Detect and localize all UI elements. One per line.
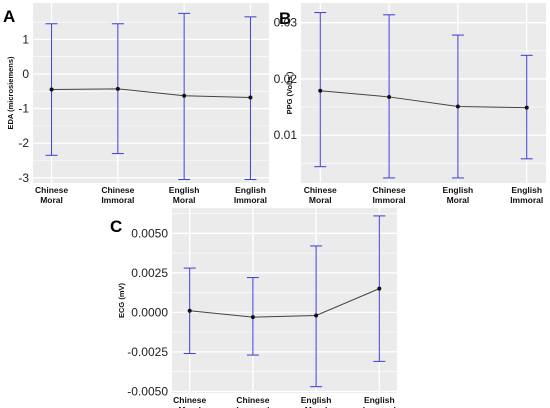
panel-c-letter: C — [110, 217, 122, 236]
panel-a-xtick-label: English — [169, 185, 200, 195]
panel-c-xtick-label: Immoral — [363, 405, 396, 408]
panel-c-xtick-label: English — [301, 395, 332, 405]
panel-c-xtick-label: Chinese — [173, 395, 206, 405]
panel-a-xtick-label: English — [235, 185, 266, 195]
panel-b-ytick-label: 0.02 — [274, 72, 298, 86]
panel-a-data-point — [182, 93, 187, 98]
panel-c-ytick-label: -0.0025 — [127, 345, 168, 359]
panel-a-mean-line — [51, 88, 251, 98]
panel-a-xtick-label: Immoral — [234, 195, 267, 205]
panel-b-letter: B — [279, 9, 291, 28]
panel-a-xtick-label: Moral — [40, 195, 63, 205]
panel-b-ytick-label: 0.03 — [274, 16, 298, 30]
panel-c-plot-area — [172, 208, 397, 393]
panel-a-ytick-label: -1 — [18, 102, 29, 116]
panel-b-xtick-label: Chinese — [304, 185, 337, 195]
panel-c-data-point — [377, 286, 382, 291]
panel-b-xtick-label: English — [443, 185, 474, 195]
panel-a-ytick-label: 1 — [22, 32, 29, 46]
panel-b-ylabel: PPG (Volts ) — [285, 71, 294, 114]
panel-b-xtick-label: Moral — [447, 195, 470, 205]
panel-a-plot-area — [33, 3, 269, 183]
panel-a-xtick-label: Immoral — [101, 195, 134, 205]
panel-c-ytick-label: 0.0050 — [131, 226, 168, 240]
panel-c: C -0.0050 -0.0025 0.0000 0.0025 0.0050 ECG (m… — [110, 208, 397, 408]
panel-c-ytick-label: 0.0000 — [131, 305, 168, 319]
panel-a-ytick-label: 0 — [22, 67, 29, 81]
panel-c-mean-line — [189, 288, 380, 318]
panel-b-xtick-label: Immoral — [510, 195, 543, 205]
panel-b-xtick-label: English — [511, 185, 542, 195]
panel-c-data-point — [250, 315, 255, 320]
panel-a-ytick-label: -2 — [18, 136, 29, 150]
panel-b-data-point — [455, 104, 460, 109]
panel-a-data-point — [115, 86, 120, 91]
panel-a-ytick-label: -3 — [18, 171, 29, 185]
panel-a-xtick-label: Chinese — [35, 185, 68, 195]
panel-b-xtick-label: Chinese — [373, 185, 406, 195]
panel-b-xtick-label: Immoral — [373, 195, 406, 205]
panel-c-ylabel: ECG (mV) — [117, 283, 126, 319]
panel-c-xtick-label: Immoral — [236, 405, 269, 408]
panel-b-plot-area — [301, 3, 546, 183]
panel-c-ytick-label: 0.0025 — [131, 266, 168, 280]
panel-c-xtick-label: Chinese — [236, 395, 269, 405]
panel-c-xtick-label: Moral — [178, 405, 201, 408]
panel-c-data-point — [187, 308, 192, 313]
panel-b-ytick-label: 0.01 — [274, 128, 298, 142]
panel-a-ylabel: EDA (microsiemens) — [6, 56, 15, 130]
panel-c-data-point — [314, 313, 319, 318]
panel-c-xtick-label: English — [364, 395, 395, 405]
panel-a-xtick-label: Moral — [173, 195, 196, 205]
panel-b-xtick-label: Moral — [309, 195, 332, 205]
panel-c-xtick-label: Moral — [305, 405, 328, 408]
panel-a-xtick-label: Chinese — [101, 185, 134, 195]
panel-a-data-point — [248, 95, 253, 100]
panel-a-data-point — [49, 87, 54, 92]
panel-b-data-point — [318, 88, 323, 93]
panel-b-data-point — [524, 105, 529, 110]
panel-a-letter: A — [3, 7, 15, 26]
panel-b-data-point — [387, 94, 392, 99]
panel-c-ytick-label: -0.0050 — [127, 384, 168, 398]
panel-b-mean-line — [320, 90, 527, 109]
